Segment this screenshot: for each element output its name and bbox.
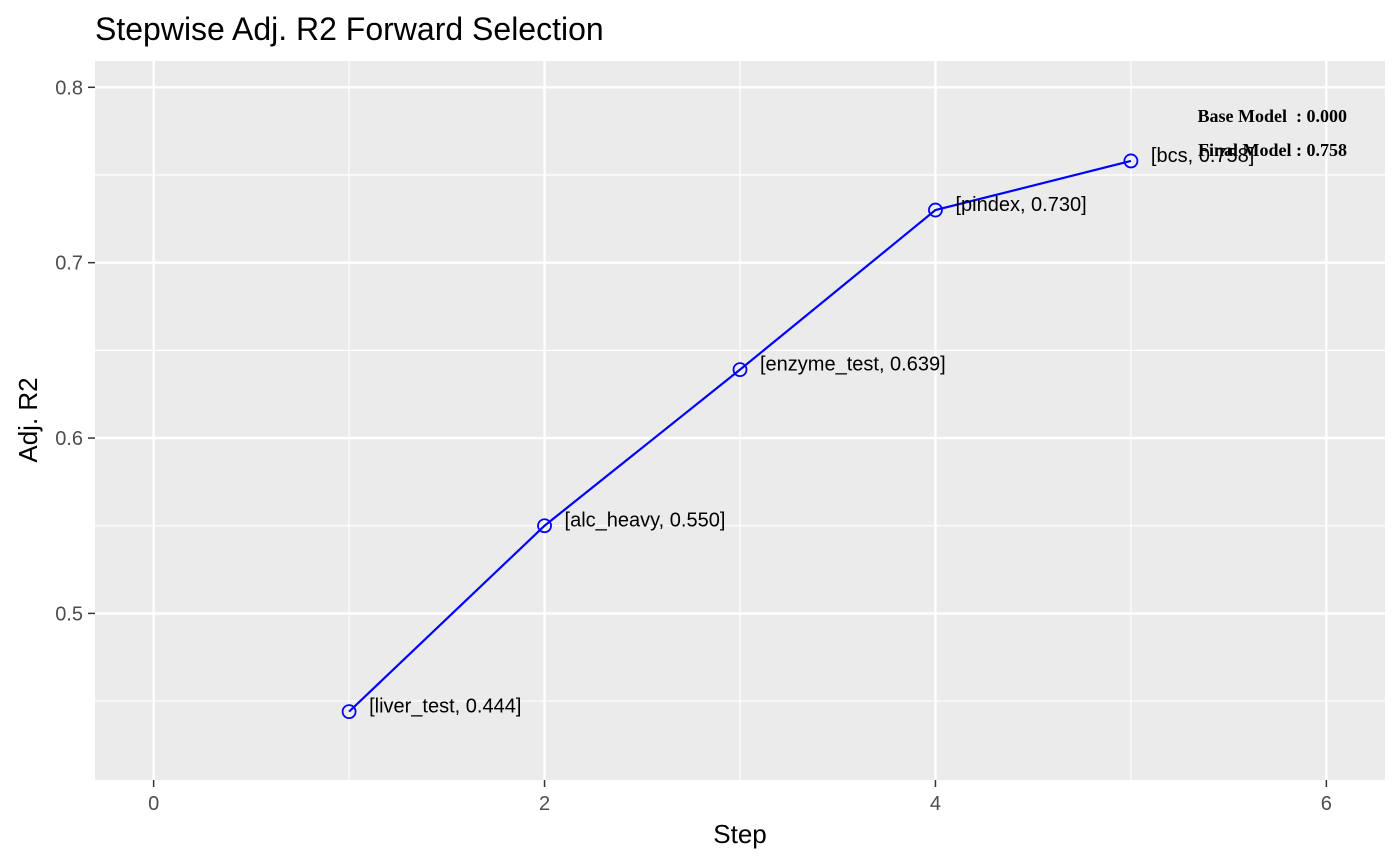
y-axis-title: Adj. R2 — [13, 377, 43, 462]
major-gridlines — [95, 61, 1385, 780]
data-point — [732, 362, 748, 378]
data-point — [1123, 153, 1139, 169]
x-tick-label: 2 — [539, 793, 550, 815]
point-labels: [liver_test, 0.444] [alc_heavy, 0.550] [en… — [369, 145, 1254, 718]
data-point-label: [pindex, 0.730] — [955, 194, 1086, 216]
data-point-label: [enzyme_test, 0.639] — [760, 354, 946, 376]
x-axis-title: Step — [713, 819, 767, 849]
model-annotation: Final Model : 0.758 — [1198, 140, 1347, 160]
x-tick-label: 6 — [1321, 793, 1332, 815]
y-tick-label: 0.8 — [55, 77, 83, 99]
data-point-label: [alc_heavy, 0.550] — [565, 510, 726, 532]
y-tick-label: 0.5 — [55, 603, 83, 625]
axis-ticks: 0 2 4 6 0.5 0.6 0.7 0.8 — [55, 77, 1332, 815]
y-tick-label: 0.6 — [55, 428, 83, 450]
x-tick-label: 4 — [930, 793, 941, 815]
x-tick-label: 0 — [148, 793, 159, 815]
data-point — [928, 202, 943, 218]
y-tick-label: 0.7 — [55, 253, 83, 275]
adj-r2-series — [341, 153, 1139, 720]
series-line — [348, 159, 1132, 713]
model-annotations: Base Model : 0.000 Final Model : 0.758 — [1198, 106, 1347, 160]
chart-title: Stepwise Adj. R2 Forward Selection — [95, 11, 604, 47]
data-point-label: [bcs, 0.758] — [1151, 145, 1254, 167]
data-point — [537, 518, 552, 534]
model-annotation: Base Model : 0.000 — [1198, 106, 1347, 126]
minor-gridlines — [95, 61, 1385, 780]
data-point — [341, 704, 357, 720]
data-point-label: [liver_test, 0.444] — [369, 696, 521, 718]
